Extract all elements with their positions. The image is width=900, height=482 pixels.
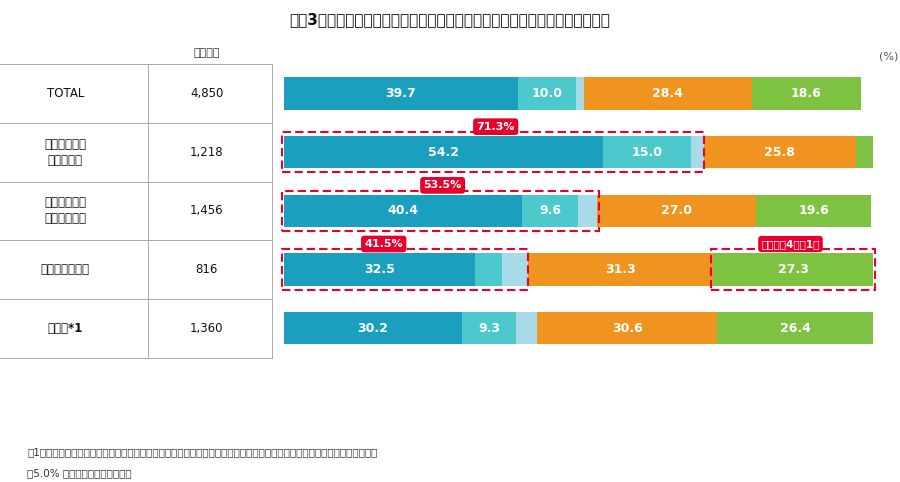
Text: 39.7: 39.7	[385, 87, 416, 100]
Text: 4,850: 4,850	[190, 87, 223, 100]
Text: 25.8: 25.8	[764, 146, 796, 159]
Text: 32.5: 32.5	[364, 263, 395, 276]
Text: (%): (%)	[879, 51, 898, 61]
Text: 28.4: 28.4	[652, 87, 683, 100]
Text: TOTAL: TOTAL	[47, 87, 84, 100]
Text: 27.3: 27.3	[778, 263, 808, 276]
Text: 図表3　今後の住宅ローン金利の動向に対する考え（住宅ローン利用有無別）: 図表3 今後の住宅ローン金利の動向に対する考え（住宅ローン利用有無別）	[290, 12, 610, 27]
Bar	[691, 136, 704, 168]
Text: おおよそ4人に1人: おおよそ4人に1人	[761, 239, 820, 249]
Bar	[522, 195, 578, 227]
Bar	[518, 78, 577, 110]
Text: 9.6: 9.6	[539, 204, 561, 217]
Text: 31.3: 31.3	[605, 263, 635, 276]
Bar	[704, 136, 856, 168]
Text: 利用していない: 利用していない	[40, 263, 90, 276]
Bar	[284, 254, 475, 286]
Bar	[284, 195, 522, 227]
Text: 27.0: 27.0	[661, 204, 691, 217]
Bar	[501, 254, 528, 286]
Bar	[597, 195, 756, 227]
Text: 利用していた
（返済完了）: 利用していた （返済完了）	[44, 196, 86, 226]
Bar	[284, 136, 603, 168]
Text: 1,456: 1,456	[190, 204, 224, 217]
Text: 10.0: 10.0	[532, 87, 562, 100]
Text: 1,360: 1,360	[190, 321, 223, 335]
Bar	[577, 78, 584, 110]
Bar	[475, 254, 501, 286]
Bar	[282, 132, 704, 173]
Text: 40.4: 40.4	[387, 204, 418, 217]
Text: 71.3%: 71.3%	[476, 121, 515, 132]
Text: 30.2: 30.2	[357, 321, 388, 335]
Bar	[537, 312, 717, 344]
Text: 30.6: 30.6	[612, 321, 643, 335]
Text: 回答者数: 回答者数	[194, 48, 220, 58]
Bar	[282, 249, 528, 290]
Bar	[856, 136, 873, 168]
Text: 54.2: 54.2	[428, 146, 459, 159]
Bar	[282, 191, 598, 231]
Bar	[578, 195, 597, 227]
Bar	[756, 195, 871, 227]
Bar	[284, 312, 462, 344]
Bar	[717, 312, 873, 344]
Text: 利用している
（返済中）: 利用している （返済中）	[44, 138, 86, 167]
Bar	[713, 254, 874, 286]
Legend: 現状よりも上がると思う, 変わらないと思う, 現状よりも下がると思う, わからない, 関心がない: 現状よりも上がると思う, 変わらないと思う, 現状よりも下がると思う, わからな…	[500, 481, 797, 482]
Text: 9.3: 9.3	[478, 321, 500, 335]
Bar	[528, 254, 713, 286]
Text: ＊1：本項目には、相続・譲渡などで現在居住している持ち家を保有した方など　＊回答者：現在、持ち家に居住している方: ＊1：本項目には、相続・譲渡などで現在居住している持ち家を保有した方など ＊回答…	[27, 447, 377, 457]
Bar	[462, 312, 517, 344]
Bar	[517, 312, 537, 344]
Text: 41.5%: 41.5%	[364, 239, 403, 249]
Text: その他*1: その他*1	[48, 321, 83, 335]
Bar	[711, 249, 876, 290]
Text: 19.6: 19.6	[798, 204, 829, 217]
Bar	[284, 78, 518, 110]
Text: 53.5%: 53.5%	[424, 180, 462, 190]
Bar	[752, 78, 861, 110]
Text: 816: 816	[195, 263, 218, 276]
Text: ＊5.0% 未満はグラフ内表記省略: ＊5.0% 未満はグラフ内表記省略	[27, 469, 131, 479]
Bar	[584, 78, 752, 110]
Text: 26.4: 26.4	[779, 321, 811, 335]
Bar	[603, 136, 691, 168]
Text: 1,218: 1,218	[190, 146, 224, 159]
Text: 15.0: 15.0	[632, 146, 662, 159]
Text: 18.6: 18.6	[791, 87, 822, 100]
